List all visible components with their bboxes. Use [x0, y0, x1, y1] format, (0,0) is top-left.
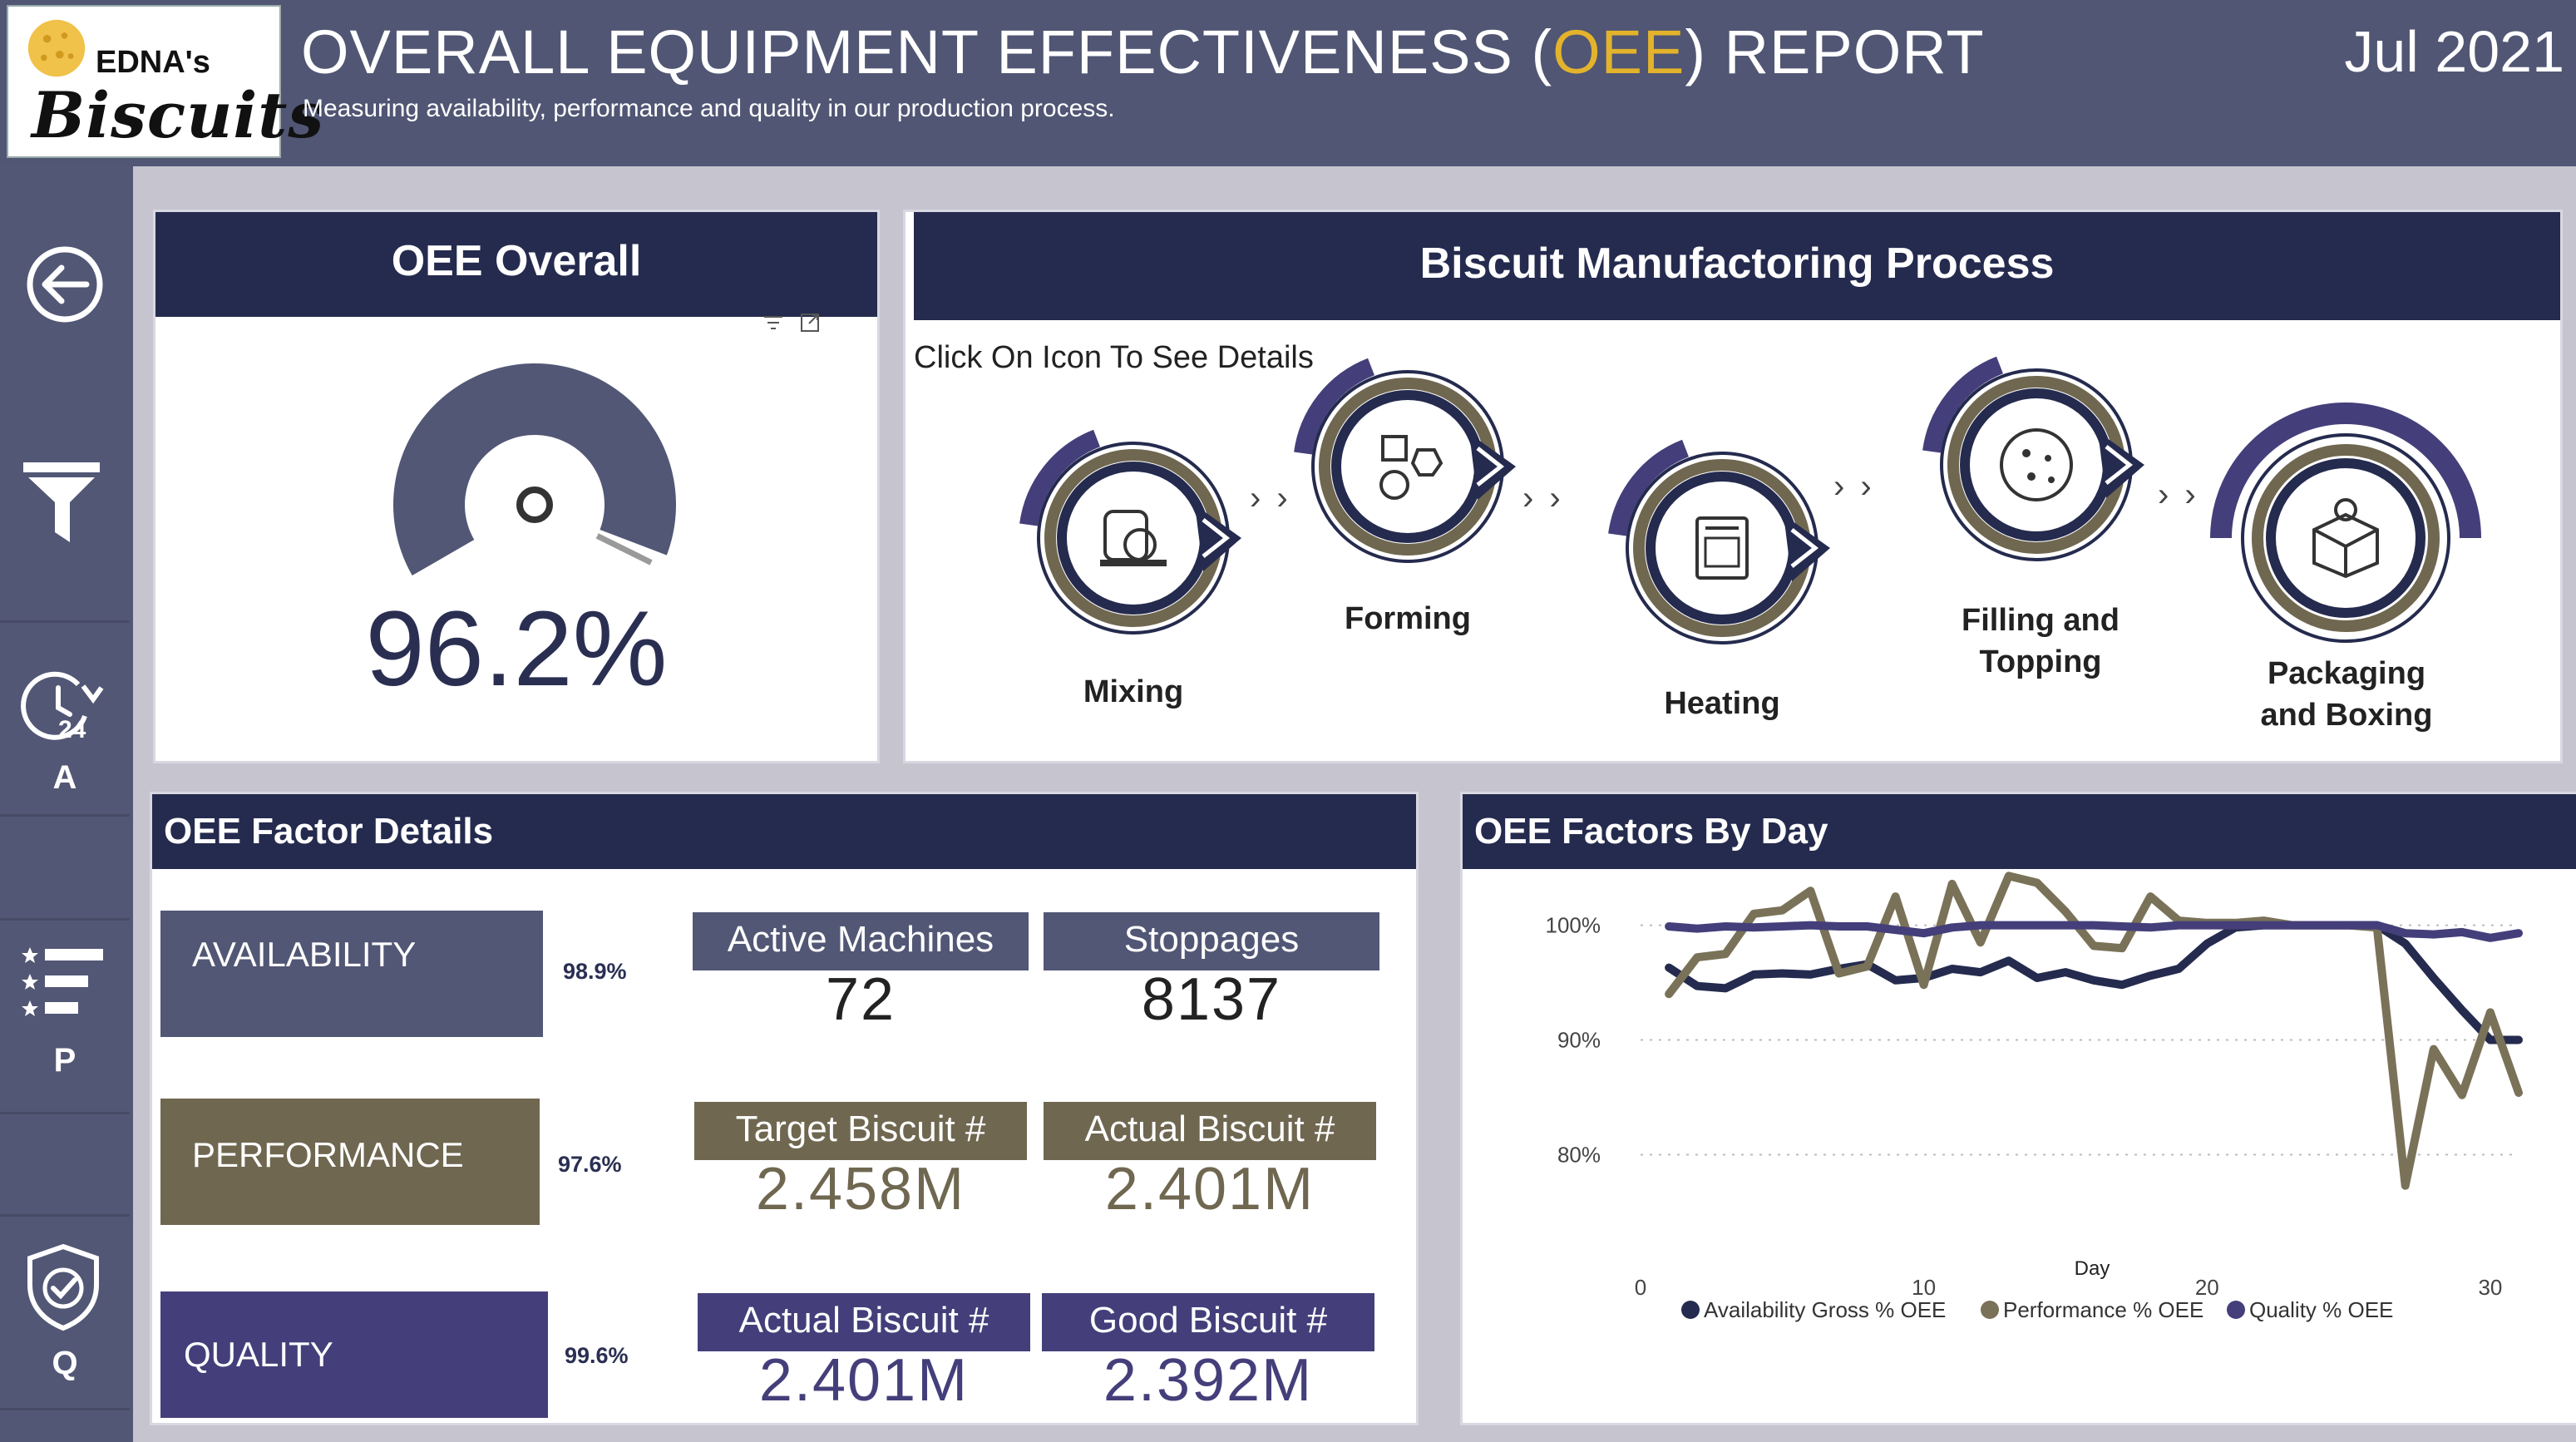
oee-by-day-chart: 80% 90% 100% 0 10 20 30 Day Availability Gross… [1546, 872, 2523, 1322]
heating-step-icon[interactable] [1617, 448, 1830, 643]
oee-overall-title: OEE Overall [155, 212, 877, 317]
process-arrow-2: › › [1522, 480, 1564, 516]
gauge-target-marker [595, 533, 653, 565]
oee-gauge [393, 363, 676, 575]
kpi-value-active-machines: 72 [825, 966, 896, 1033]
step-line-1: Filling and [1962, 603, 2120, 638]
y-tick-label: 90% [1557, 1028, 1601, 1053]
report-title: OVERALL EQUIPMENT EFFECTIVENESS (OEE) RE… [301, 17, 1985, 87]
legend-label-0: Availability Gross % OEE [1704, 1297, 1946, 1322]
performance-nav-label: P [53, 1042, 76, 1079]
step-label-packaging[interactable]: Packaging and Boxing [2226, 653, 2467, 736]
filter-icon[interactable] [22, 459, 101, 546]
y-tick-label: 80% [1557, 1142, 1601, 1167]
availability-badge: 24 [58, 716, 86, 743]
brand-logo: EDNA's Biscuits [7, 5, 323, 158]
kpi-value-actual-biscuit-quality: 2.401M [758, 1347, 970, 1414]
brand-small-text: EDNA's [96, 45, 210, 80]
quality-factor-card[interactable]: QUALITY [160, 1291, 548, 1418]
clock-24-icon [21, 671, 104, 740]
kpi-value-stoppages: 8137 [1141, 966, 1282, 1033]
process-arrow-3: › › [1833, 468, 1875, 505]
legend-label-1: Performance % OEE [2003, 1297, 2203, 1322]
availability-factor-card[interactable]: AVAILABILITY [160, 911, 543, 1037]
kpi-header-actual-biscuit-quality: Actual Biscuit # [698, 1293, 1030, 1351]
mixing-step-icon[interactable] [1029, 438, 1241, 633]
brand-big-text: Biscuits [32, 78, 325, 152]
oee-by-day-panel: OEE Factors By Day 80% 90% 100% 0 10 20 30 Day… [1460, 792, 2576, 1425]
filter-button[interactable] [0, 349, 130, 457]
title-highlight: OEE [1552, 17, 1685, 86]
oee-overall-value: 96.2% [365, 590, 668, 709]
x-tick-label: 20 [2195, 1275, 2219, 1300]
performance-factor-card[interactable]: PERFORMANCE [160, 1099, 540, 1225]
legend-marker-0 [1681, 1301, 1700, 1319]
process-panel: Biscuit Manufactoring Process Click On I… [903, 210, 2563, 763]
legend-marker-1 [1981, 1301, 1999, 1319]
process-arrow-4: › › [2158, 477, 2199, 513]
cookie-icon [27, 19, 86, 77]
gauge-fill-arc [393, 363, 676, 575]
process-icons [906, 212, 2481, 766]
focus-mode-icon[interactable] [797, 310, 822, 335]
step-label-mixing[interactable]: Mixing [1034, 671, 1233, 713]
visual-filter-icon[interactable] [761, 310, 786, 335]
back-arrow-icon [27, 246, 103, 323]
report-header: EDNA's Biscuits OVERALL EQUIPMENT EFFECT… [0, 0, 2576, 166]
availability-pct: 98.9% [563, 959, 627, 984]
kpi-header-stoppages: Stoppages [1044, 912, 1379, 970]
quality-pct: 99.6% [565, 1343, 629, 1368]
process-title: Biscuit Manufactoring Process [914, 212, 2560, 320]
kpi-header-actual-biscuit: Actual Biscuit # [1044, 1102, 1376, 1160]
quality-nav-label: Q [52, 1345, 78, 1381]
packaging-step-icon[interactable] [2210, 402, 2481, 643]
x-tick-label: 10 [1912, 1275, 1936, 1300]
factor-details-panel: OEE Factor Details AVAILABILITY 98.9% Ac… [150, 792, 1419, 1425]
step-line-1: Mixing [1083, 674, 1184, 709]
legend-marker-2 [2227, 1301, 2245, 1319]
title-part-2: ) REPORT [1685, 17, 1985, 86]
filling-step-icon[interactable] [1932, 365, 2144, 560]
kpi-header-active-machines: Active Machines [693, 912, 1029, 970]
x-tick-label: 0 [1635, 1275, 1646, 1300]
chart-title: OEE Factors By Day [1463, 794, 2576, 869]
legend-label-2: Quality % OEE [2249, 1297, 2393, 1322]
factor-details-title: OEE Factor Details [152, 794, 1416, 869]
process-arrow-1: › › [1250, 480, 1291, 516]
kpi-header-target-biscuit: Target Biscuit # [694, 1102, 1027, 1160]
gauge-hub [516, 486, 553, 523]
step-line-2: Topping [1979, 644, 2102, 679]
report-subtitle: Measuring availability, performance and … [303, 95, 1115, 122]
performance-pct: 97.6% [558, 1152, 622, 1177]
series-line-2 [1665, 921, 2523, 942]
title-part-1: OVERALL EQUIPMENT EFFECTIVENESS ( [301, 17, 1553, 86]
rating-list-icon [22, 947, 103, 1016]
step-line-1: Heating [1664, 686, 1780, 721]
step-label-filling[interactable]: Filling and Topping [1920, 600, 2161, 683]
step-label-forming[interactable]: Forming [1308, 598, 1508, 640]
process-hint: Click On Icon To See Details [914, 340, 1314, 375]
kpi-value-target-biscuit: 2.458M [755, 1156, 966, 1222]
step-line-2: and Boxing [2260, 698, 2433, 733]
sidebar: 24 A P Q [0, 166, 133, 1442]
report-date: Jul 2021 [2344, 19, 2564, 84]
step-line-1: Packaging [2267, 656, 2426, 691]
back-button[interactable] [0, 191, 130, 349]
kpi-header-good-biscuit: Good Biscuit # [1042, 1293, 1374, 1351]
x-tick-label: 30 [2478, 1275, 2502, 1300]
availability-nav-button[interactable]: 24 A [0, 620, 130, 817]
availability-nav-label: A [52, 759, 77, 796]
forming-step-icon[interactable] [1303, 367, 1516, 561]
x-axis-label: Day [2075, 1257, 2110, 1280]
kpi-value-good-biscuit: 2.392M [1103, 1347, 1314, 1414]
oee-overall-panel: OEE Overall 96.2% [153, 210, 880, 763]
step-line-1: Forming [1345, 601, 1471, 636]
performance-nav-button[interactable]: P [0, 918, 130, 1114]
quality-nav-button[interactable]: Q [0, 1214, 130, 1410]
kpi-value-actual-biscuit: 2.401M [1104, 1156, 1315, 1222]
step-label-heating[interactable]: Heating [1622, 683, 1822, 724]
shield-check-icon [27, 1243, 99, 1331]
y-tick-label: 100% [1546, 913, 1601, 938]
